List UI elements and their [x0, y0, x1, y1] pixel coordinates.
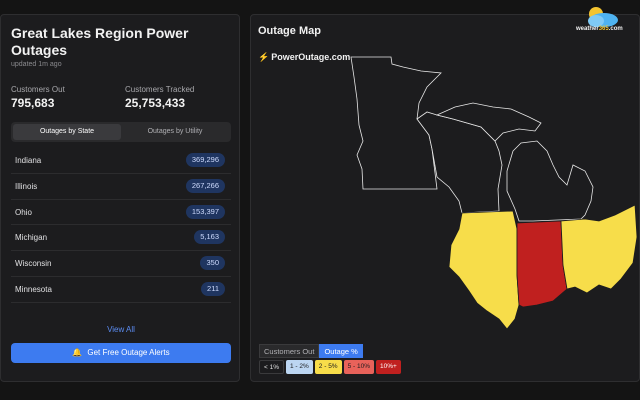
- state-name: Wisconsin: [15, 259, 52, 269]
- customers-out-value: 795,683: [11, 96, 55, 110]
- outage-view-tabs: Outages by State Outages by Utility: [11, 122, 231, 142]
- state-name: Indiana: [15, 156, 42, 165]
- customers-tracked-value: 25,753,433: [125, 96, 186, 110]
- list-item[interactable]: Wisconsin 350: [11, 251, 231, 277]
- weather365-logo: [588, 7, 618, 27]
- outage-count-badge: 153,397: [185, 204, 225, 219]
- wordmark-num: 365: [598, 26, 609, 32]
- wordmark-pre: weather: [576, 26, 599, 32]
- legend-item: 2 - 5%: [314, 360, 342, 374]
- outage-count-badge: 5,163: [194, 230, 225, 245]
- bell-icon: 🔔: [72, 348, 83, 357]
- lightning-icon: ⚡: [258, 52, 270, 62]
- get-alerts-label: Get Free Outage Alerts: [87, 348, 170, 357]
- toggle-outage-percent[interactable]: Outage %: [319, 344, 363, 358]
- state-name: Ohio: [15, 207, 32, 217]
- legend-item: < 1%: [259, 360, 284, 374]
- legend-item: 5 - 10%: [343, 360, 374, 374]
- toggle-customers-out[interactable]: Customers Out: [259, 344, 320, 358]
- outage-map[interactable]: [251, 15, 640, 382]
- state-ohio[interactable]: [560, 204, 638, 294]
- list-item[interactable]: Michigan 5,163: [11, 225, 231, 252]
- state-michigan-upper[interactable]: [435, 102, 542, 142]
- outage-count-badge: 369,296: [185, 153, 225, 167]
- updated-timestamp: updated 1m ago: [11, 61, 62, 68]
- outage-count-badge: 350: [200, 256, 225, 271]
- state-outage-list: Indiana 369,296 Illinois 267,266 Ohio 15…: [11, 148, 231, 303]
- legend-mode-toggle: Customers Out Outage %: [259, 344, 363, 358]
- map-legend: < 1% 1 - 2% 2 - 5% 5 - 10% 10%+: [259, 360, 403, 374]
- list-item[interactable]: Minnesota 211: [11, 277, 231, 303]
- legend-item: 10%+: [376, 360, 401, 374]
- wordmark-post: .com: [608, 26, 623, 32]
- state-name: Michigan: [15, 233, 48, 243]
- tab-outages-by-state[interactable]: Outages by State: [13, 124, 121, 140]
- outage-count-badge: 267,266: [185, 178, 225, 193]
- state-indiana[interactable]: [516, 220, 568, 308]
- page-title: Great Lakes Region Power Outages: [11, 25, 189, 58]
- state-name: Illinois: [15, 181, 38, 191]
- legend-item: 1 - 2%: [286, 360, 313, 374]
- customers-tracked-label: Customers Tracked: [125, 85, 195, 94]
- customers-out-label: Customers Out: [11, 85, 65, 94]
- get-alerts-button[interactable]: 🔔 Get Free Outage Alerts: [11, 343, 231, 363]
- outage-count-badge: 211: [201, 281, 225, 296]
- tab-outages-by-utility[interactable]: Outages by Utility: [147, 128, 203, 135]
- outage-summary-panel: Great Lakes Region Power Outages updated…: [0, 14, 240, 382]
- poweroutage-logo-text: PowerOutage.com: [271, 52, 351, 62]
- list-item[interactable]: Illinois 267,266: [11, 174, 231, 200]
- state-name: Minnesota: [15, 284, 52, 294]
- state-illinois[interactable]: [448, 210, 520, 330]
- map-title: Outage Map: [258, 25, 321, 37]
- view-all-link[interactable]: View All: [107, 325, 135, 334]
- list-item[interactable]: Indiana 369,296: [11, 148, 231, 174]
- poweroutage-logo: ⚡ PowerOutage.com: [258, 52, 350, 63]
- outage-map-panel: Outage Map ⚡ PowerOutage.com Customers Ou…: [250, 14, 640, 382]
- state-michigan[interactable]: [506, 140, 594, 222]
- weather365-wordmark: weather365.com: [576, 26, 623, 32]
- list-item[interactable]: Ohio 153,397: [11, 200, 231, 226]
